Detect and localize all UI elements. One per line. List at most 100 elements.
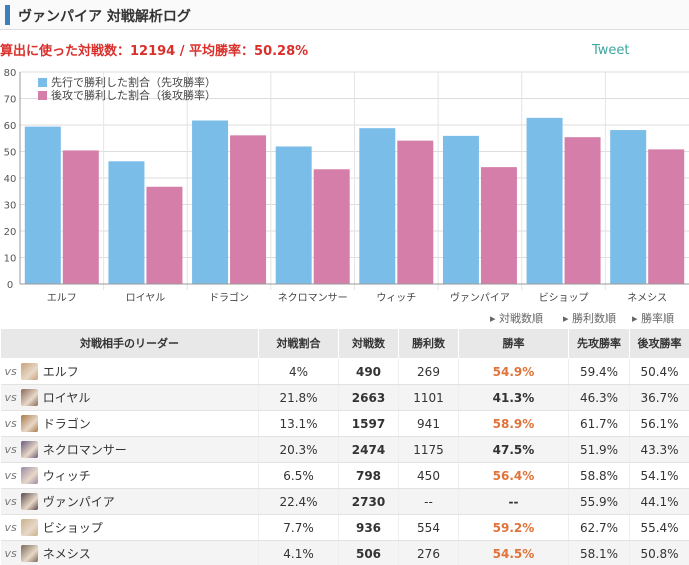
vs-label: vs: [4, 547, 17, 560]
cell-leader[interactable]: vs ネメシス: [0, 540, 259, 565]
cell-games: 506: [338, 540, 399, 565]
elf-leader-icon: [20, 363, 38, 380]
cell-wins: 1101: [398, 384, 459, 411]
cell-ratio: 7.7%: [258, 514, 339, 541]
y-tick-label: 10: [4, 254, 17, 265]
cell-ratio: 4%: [258, 358, 339, 385]
cell-rate: 54.9%: [458, 358, 569, 385]
bar-first: [442, 135, 479, 284]
table-header-row: 対戦相手のリーダー 対戦割合 対戦数 勝利数 勝率 先攻勝率 後攻勝率: [0, 328, 689, 359]
table-row[interactable]: vs ネクロマンサー 20.3% 2474 1175 47.5% 51.9% 43.3%: [0, 436, 689, 463]
col-header-games[interactable]: 対戦数: [338, 328, 399, 359]
sort-link[interactable]: ▸ 勝利数順: [563, 312, 617, 325]
cell-ratio: 4.1%: [258, 540, 339, 565]
x-tick-label: ネクロマンサー: [278, 292, 348, 304]
bar-second: [146, 186, 183, 284]
y-tick-label: 40: [4, 174, 17, 185]
bar-second: [230, 135, 267, 284]
x-tick-label: ヴァンパイア: [450, 291, 510, 304]
x-tick-label: ウィッチ: [376, 292, 416, 304]
cell-rate: 58.9%: [458, 410, 569, 437]
dragon-leader-icon: [20, 415, 38, 432]
table-row[interactable]: vs エルフ 4% 490 269 54.9% 59.4% 50.4%: [0, 358, 689, 385]
x-tick-label: ロイヤル: [126, 293, 166, 304]
x-tick-label: ドラゴン: [209, 291, 249, 304]
cell-second-rate: 50.4%: [629, 358, 689, 385]
leader-name: ネクロマンサー: [42, 443, 127, 457]
leader-name: ヴァンパイア: [42, 495, 115, 509]
cell-ratio: 6.5%: [258, 462, 339, 489]
sort-link[interactable]: ▸ 対戦数順: [490, 312, 544, 325]
cell-wins: 941: [398, 410, 459, 437]
vs-label: vs: [4, 365, 17, 378]
sort-link[interactable]: ▸ 勝率順: [632, 312, 675, 325]
cell-ratio: 22.4%: [258, 488, 339, 515]
table-row[interactable]: vs ドラゴン 13.1% 1597 941 58.9% 61.7% 56.1%: [0, 410, 689, 437]
cell-rate: 41.3%: [458, 384, 569, 411]
y-tick-label: 50: [4, 148, 17, 159]
witch-leader-icon: [20, 467, 38, 484]
table-row[interactable]: vs ネメシス 4.1% 506 276 54.5% 58.1% 50.8%: [0, 540, 689, 565]
cell-wins: 1175: [398, 436, 459, 463]
header-accent-bar: [5, 5, 10, 25]
y-tick-label: 60: [4, 121, 17, 132]
page-title: ヴァンパイア 対戦解析ログ: [18, 9, 191, 25]
x-tick-label: エルフ: [47, 293, 77, 304]
vs-label: vs: [4, 495, 17, 508]
vs-label: vs: [4, 417, 17, 430]
table-row[interactable]: vs ウィッチ 6.5% 798 450 56.4% 58.8% 54.1%: [0, 462, 689, 489]
cell-leader[interactable]: vs ドラゴン: [0, 410, 259, 437]
tweet-link[interactable]: Tweet: [592, 43, 630, 58]
bar-first: [359, 128, 396, 284]
bishop-leader-icon: [20, 519, 38, 536]
cell-second-rate: 50.8%: [629, 540, 689, 565]
col-header-ratio[interactable]: 対戦割合: [258, 328, 339, 359]
legend-label-second: 後攻で勝利した割合（後攻勝率）: [51, 88, 216, 102]
bar-first: [192, 120, 229, 284]
cell-rate: 47.5%: [458, 436, 569, 463]
col-header-second-rate[interactable]: 後攻勝率: [629, 328, 689, 359]
y-tick-label: 70: [4, 95, 17, 106]
cell-leader[interactable]: vs ビショップ: [0, 514, 259, 541]
leader-name: エルフ: [42, 365, 79, 379]
bar-first: [275, 146, 312, 284]
cell-first-rate: 58.1%: [568, 540, 630, 565]
bar-second: [62, 150, 99, 284]
leader-name: ウィッチ: [42, 469, 91, 483]
cell-wins: 269: [398, 358, 459, 385]
bar-first: [24, 126, 61, 284]
cell-first-rate: 61.7%: [568, 410, 630, 437]
table-row[interactable]: vs ビショップ 7.7% 936 554 59.2% 62.7% 55.4%: [0, 514, 689, 541]
bar-first: [108, 161, 145, 284]
cell-leader[interactable]: vs ウィッチ: [0, 462, 259, 489]
cell-ratio: 20.3%: [258, 436, 339, 463]
cell-first-rate: 55.9%: [568, 488, 630, 515]
page-header: ヴァンパイア 対戦解析ログ: [0, 0, 689, 30]
cell-games: 936: [338, 514, 399, 541]
cell-leader[interactable]: vs ロイヤル: [0, 384, 259, 411]
cell-second-rate: 54.1%: [629, 462, 689, 489]
col-header-wins[interactable]: 勝利数: [398, 328, 459, 359]
col-header-first-rate[interactable]: 先攻勝率: [568, 328, 630, 359]
legend-swatch-second: [38, 91, 47, 100]
bar-second: [313, 169, 350, 284]
table-row[interactable]: vs ロイヤル 21.8% 2663 1101 41.3% 46.3% 36.7%: [0, 384, 689, 411]
col-header-rate[interactable]: 勝率: [458, 328, 569, 359]
legend-label-first: 先行で勝利した割合（先攻勝率）: [51, 75, 216, 89]
bar-second: [480, 167, 517, 284]
y-tick-label: 20: [4, 227, 17, 238]
cell-leader[interactable]: vs ヴァンパイア: [0, 488, 259, 515]
cell-rate: 59.2%: [458, 514, 569, 541]
necromancer-leader-icon: [20, 441, 38, 458]
table-row[interactable]: vs ヴァンパイア 22.4% 2730 -- -- 55.9% 44.1%: [0, 488, 689, 515]
win-rate-bar-chart: 0 10 20 30 40 50 60 70 80 エルフ ロイヤル ドラゴン ネクロマンサー ウィッチ ヴ…: [4, 68, 689, 304]
bar-first: [526, 117, 563, 284]
cell-games: 2663: [338, 384, 399, 411]
cell-rate: 54.5%: [458, 540, 569, 565]
y-tick-label: 80: [4, 68, 17, 79]
col-header-leader[interactable]: 対戦相手のリーダー: [0, 328, 259, 359]
cell-games: 1597: [338, 410, 399, 437]
cell-leader[interactable]: vs ネクロマンサー: [0, 436, 259, 463]
cell-games: 2474: [338, 436, 399, 463]
cell-leader[interactable]: vs エルフ: [0, 358, 259, 385]
